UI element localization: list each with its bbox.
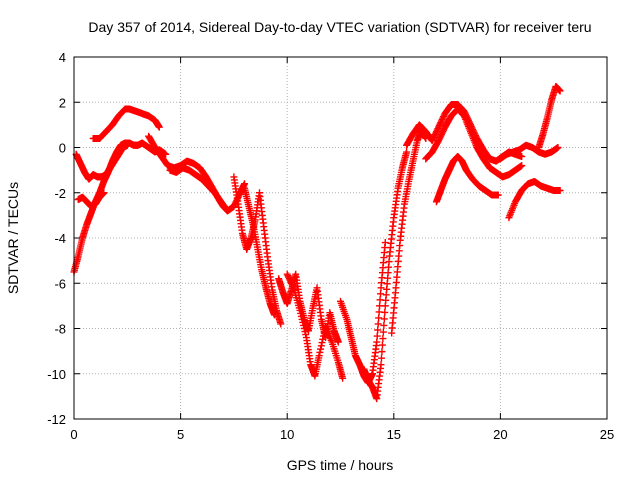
data-point <box>380 315 388 323</box>
data-point <box>339 374 347 382</box>
y-tick-label: -6 <box>54 276 66 291</box>
data-point <box>317 342 325 350</box>
data-point <box>373 338 381 346</box>
data-point <box>379 335 387 343</box>
x-tick-label: 0 <box>70 427 77 442</box>
data-point <box>373 332 381 340</box>
y-tick-label: 2 <box>59 95 66 110</box>
y-tick-label: 0 <box>59 141 66 156</box>
series-0 <box>70 139 170 276</box>
series-15 <box>432 153 502 206</box>
data-point <box>494 191 502 199</box>
x-tick-label: 10 <box>280 427 294 442</box>
data-point <box>316 348 324 356</box>
data-point <box>379 328 387 336</box>
series-16 <box>496 141 562 163</box>
data-point <box>375 314 383 322</box>
data-points <box>70 82 564 403</box>
data-point <box>319 335 327 343</box>
data-point <box>378 341 386 349</box>
data-point <box>223 206 231 214</box>
series-12 <box>388 125 430 337</box>
data-point <box>518 153 526 161</box>
series-2 <box>74 189 108 210</box>
data-point <box>277 320 285 328</box>
series-11 <box>360 148 411 403</box>
data-point <box>556 186 564 194</box>
data-point <box>380 321 388 329</box>
data-point <box>319 332 327 340</box>
data-point <box>556 87 564 95</box>
x-tick-label: 5 <box>177 427 184 442</box>
data-point <box>155 123 163 131</box>
data-point <box>123 141 131 149</box>
series-18 <box>535 82 564 151</box>
y-axis-label: SDTVAR / TECUs <box>5 182 21 294</box>
data-point <box>377 290 385 298</box>
data-point <box>315 352 323 360</box>
series-7 <box>241 184 278 319</box>
series-5 <box>166 164 232 215</box>
data-point <box>518 162 526 170</box>
series-3 <box>89 105 163 142</box>
x-tick-label: 20 <box>493 427 507 442</box>
series-17 <box>505 177 564 222</box>
data-point <box>381 239 389 247</box>
y-tick-label: -4 <box>54 231 66 246</box>
chart-title: Day 357 of 2014, Sidereal Day-to-day VTE… <box>88 19 591 35</box>
data-point <box>289 282 297 290</box>
x-tick-label: 25 <box>600 427 614 442</box>
data-point <box>318 339 326 347</box>
y-tick-label: 4 <box>59 50 66 65</box>
series-1 <box>72 141 131 183</box>
data-point <box>317 345 325 353</box>
x-tick-label: 15 <box>387 427 401 442</box>
x-axis-label: GPS time / hours <box>287 457 394 473</box>
data-point <box>374 326 382 334</box>
series-9 <box>283 270 347 382</box>
data-point <box>374 320 382 328</box>
series-14 <box>422 105 526 181</box>
data-point <box>224 207 232 215</box>
data-point <box>100 189 108 197</box>
data-point <box>334 338 342 346</box>
data-point <box>270 311 278 319</box>
y-tick-label: -10 <box>47 367 66 382</box>
series-8 <box>275 270 342 346</box>
y-tick-label: -12 <box>47 412 66 427</box>
data-point <box>378 348 386 356</box>
y-tick-label: -8 <box>54 322 66 337</box>
data-point <box>554 144 562 151</box>
data-point <box>403 148 411 156</box>
data-point <box>377 361 385 369</box>
data-point <box>381 308 389 316</box>
data-point <box>377 354 385 362</box>
y-tick-label: -2 <box>54 186 66 201</box>
